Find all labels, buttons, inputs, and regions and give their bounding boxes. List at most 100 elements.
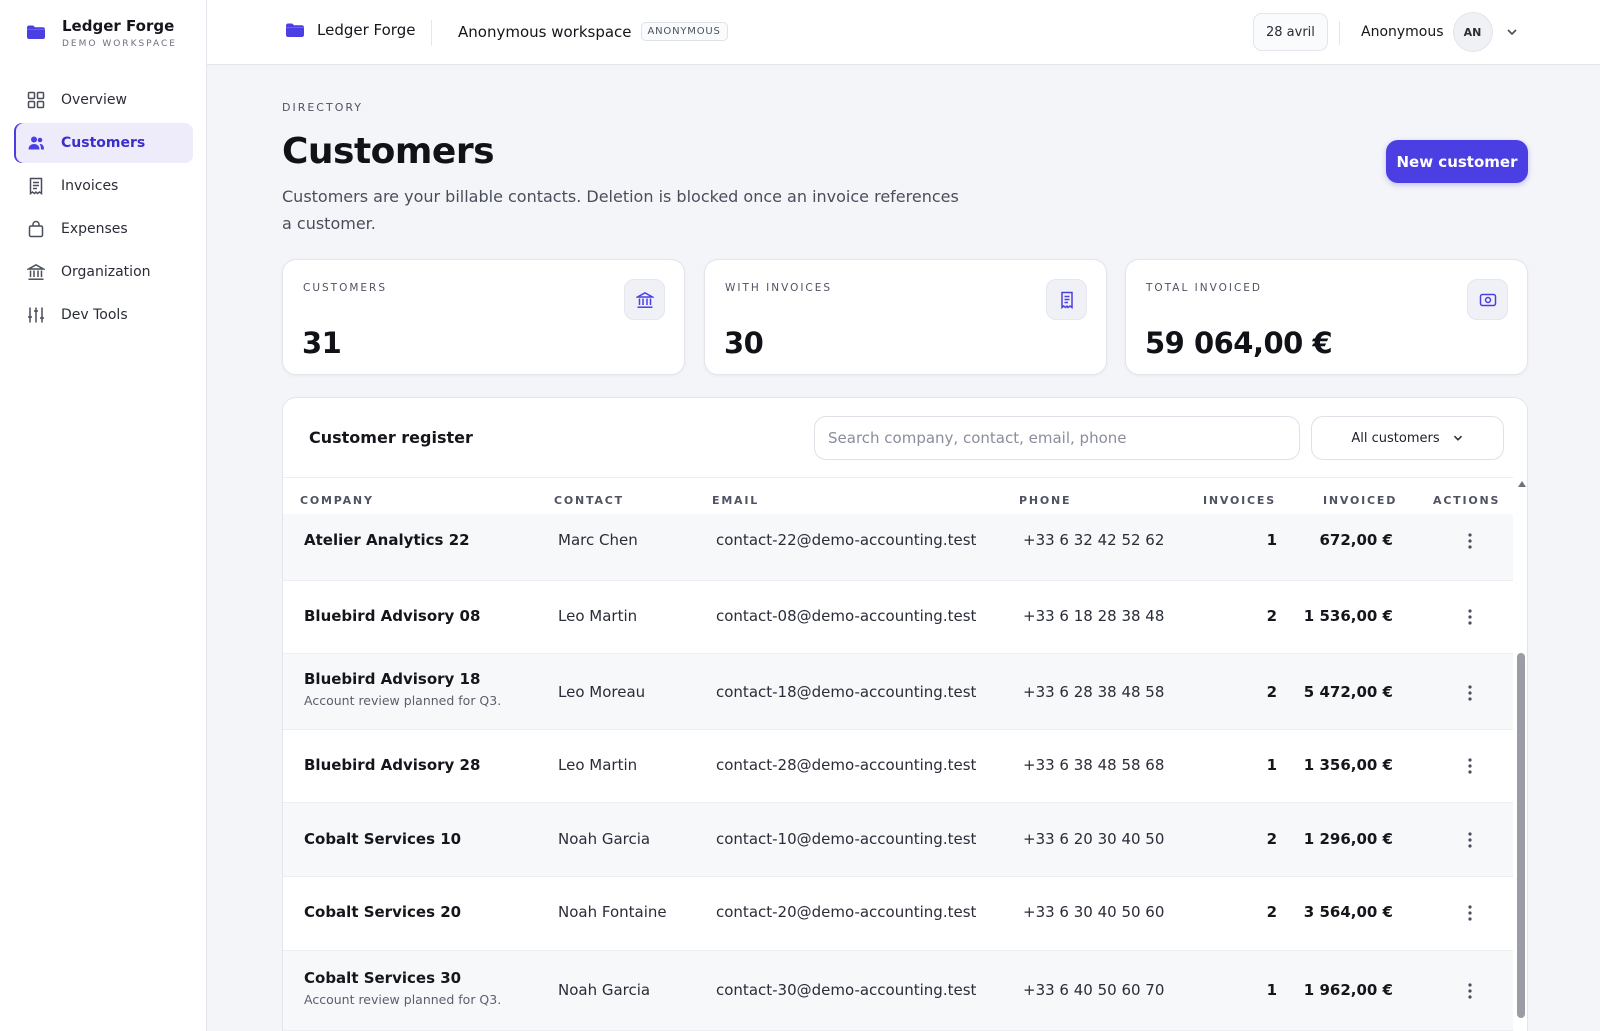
invoiced-amount: 1 536,00 € bbox=[1303, 607, 1393, 625]
row-actions-menu-icon[interactable] bbox=[1460, 903, 1480, 923]
column-header-invoiced[interactable]: INVOICED bbox=[1323, 494, 1398, 507]
table-row[interactable]: Bluebird Advisory 28 Leo Martin contact-… bbox=[283, 730, 1513, 803]
contact-name: Leo Martin bbox=[558, 607, 638, 625]
column-header-email[interactable]: EMAIL bbox=[712, 494, 760, 507]
invoice-count: 1 bbox=[1266, 531, 1277, 549]
sidebar-item-expenses[interactable]: Expenses bbox=[14, 209, 193, 249]
row-actions-menu-icon[interactable] bbox=[1460, 607, 1480, 627]
row-actions-menu-icon[interactable] bbox=[1460, 531, 1480, 551]
company-name[interactable]: Atelier Analytics 22 bbox=[304, 531, 470, 549]
stat-label: CUSTOMERS bbox=[303, 282, 388, 294]
column-header-actions: ACTIONS bbox=[1433, 494, 1501, 507]
page-description: Customers are your billable contacts. De… bbox=[282, 187, 959, 233]
workspace-indicator: Anonymous workspace ANONYMOUS bbox=[458, 22, 728, 41]
table-row[interactable]: Bluebird Advisory 18 Account review plan… bbox=[283, 654, 1513, 730]
search-input[interactable] bbox=[814, 416, 1300, 460]
avatar[interactable]: AN bbox=[1452, 12, 1493, 52]
divider bbox=[1339, 21, 1340, 45]
bank-icon bbox=[624, 279, 665, 320]
page-title: Customers bbox=[282, 131, 495, 172]
date-chip[interactable]: 28 avril bbox=[1253, 13, 1328, 51]
company-name[interactable]: Cobalt Services 20 bbox=[304, 903, 462, 921]
grid-icon bbox=[27, 91, 45, 109]
phone: +33 6 30 40 50 60 bbox=[1023, 903, 1165, 921]
stat-value: 31 bbox=[302, 326, 342, 360]
stat-card-with-invoices: WITH INVOICES 30 bbox=[704, 259, 1107, 375]
invoice-count: 2 bbox=[1266, 903, 1277, 921]
column-header-phone[interactable]: PHONE bbox=[1019, 494, 1072, 507]
page-eyebrow: DIRECTORY bbox=[282, 101, 364, 114]
new-customer-button[interactable]: New customer bbox=[1386, 140, 1528, 183]
email: contact-28@demo-accounting.test bbox=[716, 756, 977, 774]
invoiced-amount: 1 962,00 € bbox=[1303, 981, 1393, 999]
bank-icon bbox=[27, 263, 45, 281]
user-menu[interactable]: Anonymous AN bbox=[1361, 12, 1519, 52]
money-icon bbox=[1467, 279, 1508, 320]
sidebar-item-invoices[interactable]: Invoices bbox=[14, 166, 193, 206]
column-header-contact[interactable]: CONTACT bbox=[554, 494, 624, 507]
invoiced-amount: 1 296,00 € bbox=[1303, 830, 1393, 848]
stat-card-total-invoiced: TOTAL INVOICED 59 064,00 € bbox=[1125, 259, 1528, 375]
register-title: Customer register bbox=[309, 428, 473, 447]
contact-name: Noah Garcia bbox=[558, 830, 651, 848]
sidebar: Ledger Forge DEMO WORKSPACE Overview Cus… bbox=[0, 0, 207, 1031]
phone: +33 6 40 50 60 70 bbox=[1023, 981, 1165, 999]
receipt-icon bbox=[1046, 279, 1087, 320]
company-name[interactable]: Bluebird Advisory 28 bbox=[304, 756, 481, 774]
brand-name: Ledger Forge bbox=[62, 17, 175, 35]
bag-icon bbox=[27, 220, 45, 238]
sidebar-item-label: Invoices bbox=[61, 178, 119, 194]
phone: +33 6 18 28 38 48 bbox=[1023, 607, 1165, 625]
contact-name: Marc Chen bbox=[558, 531, 638, 549]
brand[interactable]: Ledger Forge DEMO WORKSPACE bbox=[26, 16, 177, 51]
stat-card-customers: CUSTOMERS 31 bbox=[282, 259, 685, 375]
column-header-company[interactable]: COMPANY bbox=[300, 494, 374, 507]
sidebar-item-dev-tools[interactable]: Dev Tools bbox=[14, 295, 193, 335]
table-row[interactable]: Cobalt Services 20 Noah Fontaine contact… bbox=[283, 877, 1513, 951]
topbar-brand[interactable]: Ledger Forge bbox=[285, 21, 415, 39]
row-actions-menu-icon[interactable] bbox=[1460, 683, 1480, 703]
user-name: Anonymous bbox=[1361, 24, 1444, 40]
scrollbar-thumb[interactable] bbox=[1517, 653, 1525, 1018]
invoiced-amount: 5 472,00 € bbox=[1303, 683, 1393, 701]
company-name[interactable]: Bluebird Advisory 18 bbox=[304, 670, 481, 688]
company-name[interactable]: Bluebird Advisory 08 bbox=[304, 607, 481, 625]
topbar: Ledger Forge Anonymous workspace ANONYMO… bbox=[207, 0, 1600, 65]
sidebar-item-customers[interactable]: Customers bbox=[14, 123, 193, 163]
sidebar-item-label: Overview bbox=[61, 92, 127, 108]
table-row[interactable]: Atelier Analytics 22 Marc Chen contact-2… bbox=[283, 514, 1513, 581]
sidebar-item-label: Dev Tools bbox=[61, 307, 128, 323]
scroll-up-arrow-icon[interactable] bbox=[1518, 481, 1526, 487]
table-scrollbar[interactable] bbox=[1514, 477, 1527, 1031]
stat-label: TOTAL INVOICED bbox=[1146, 282, 1263, 294]
invoiced-amount: 1 356,00 € bbox=[1303, 756, 1393, 774]
sidebar-item-label: Organization bbox=[61, 264, 151, 280]
sidebar-item-overview[interactable]: Overview bbox=[14, 80, 193, 120]
company-name[interactable]: Cobalt Services 30 bbox=[304, 969, 462, 987]
customer-filter-select[interactable]: All customers bbox=[1311, 416, 1504, 460]
email: contact-18@demo-accounting.test bbox=[716, 683, 977, 701]
row-actions-menu-icon[interactable] bbox=[1460, 830, 1480, 850]
folder-logo-icon bbox=[286, 23, 304, 37]
sidebar-item-organization[interactable]: Organization bbox=[14, 252, 193, 292]
row-actions-menu-icon[interactable] bbox=[1460, 981, 1480, 1001]
company-name[interactable]: Cobalt Services 10 bbox=[304, 830, 462, 848]
company-cell: Bluebird Advisory 18 Account review plan… bbox=[304, 670, 501, 708]
invoice-count: 1 bbox=[1266, 981, 1277, 999]
stat-value: 30 bbox=[724, 326, 764, 360]
column-header-invoices[interactable]: INVOICES bbox=[1203, 494, 1276, 507]
contact-name: Noah Fontaine bbox=[558, 903, 667, 921]
row-actions-menu-icon[interactable] bbox=[1460, 756, 1480, 776]
table-row[interactable]: Cobalt Services 10 Noah Garcia contact-1… bbox=[283, 803, 1513, 877]
stat-label: WITH INVOICES bbox=[725, 282, 833, 294]
company-note: Account review planned for Q3. bbox=[304, 992, 502, 1007]
company-note: Account review planned for Q3. bbox=[304, 693, 502, 708]
phone: +33 6 38 48 58 68 bbox=[1023, 756, 1165, 774]
table-row[interactable]: Bluebird Advisory 08 Leo Martin contact-… bbox=[283, 581, 1513, 654]
sidebar-item-label: Expenses bbox=[61, 221, 128, 237]
chevron-down-icon[interactable] bbox=[1505, 25, 1519, 39]
email: contact-30@demo-accounting.test bbox=[716, 981, 977, 999]
invoiced-amount: 3 564,00 € bbox=[1303, 903, 1393, 921]
sidebar-item-label: Customers bbox=[61, 135, 146, 151]
table-row[interactable]: Cobalt Services 30 Account review planne… bbox=[283, 951, 1513, 1031]
